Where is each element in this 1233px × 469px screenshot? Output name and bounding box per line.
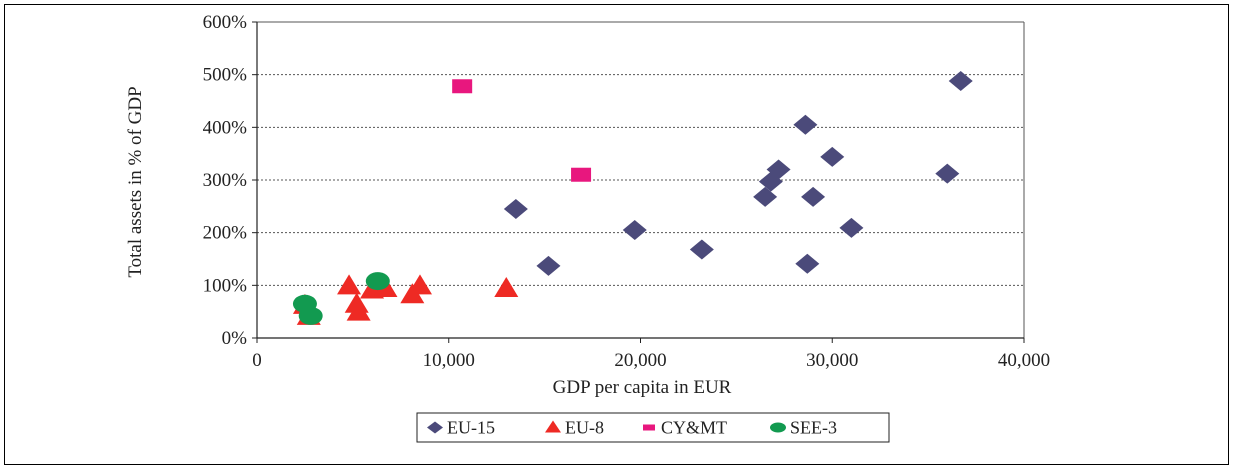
y-tick-label: 100% xyxy=(203,275,248,296)
point-eu-15 xyxy=(801,186,826,207)
point-eu-15 xyxy=(793,114,818,135)
point-eu-8 xyxy=(407,274,432,295)
point-cy-mt xyxy=(452,79,473,94)
point-eu-15 xyxy=(820,146,845,167)
point-cy-mt xyxy=(571,167,592,182)
x-tick-label: 0 xyxy=(252,350,262,371)
legend-label-see-3: SEE-3 xyxy=(790,418,837,438)
point-eu-15 xyxy=(503,198,528,219)
y-tick-label: 400% xyxy=(203,117,248,138)
x-tick-label: 40,000 xyxy=(998,350,1050,371)
legend-marker-see-3 xyxy=(770,422,786,433)
point-eu-15 xyxy=(948,70,973,91)
data-points xyxy=(292,70,973,325)
point-eu-15 xyxy=(766,159,791,180)
legend-label-eu-8: EU-8 xyxy=(565,418,604,438)
point-eu-8 xyxy=(346,300,371,321)
y-tick-label: 300% xyxy=(203,170,248,191)
point-eu-15 xyxy=(839,217,864,238)
y-tick-label: 0% xyxy=(222,328,248,349)
point-see-3 xyxy=(298,306,323,325)
tick-labels: 0% 100% 200% 300% 400% 500% 600% 0 10,000 20,000 3… xyxy=(203,12,1050,371)
x-tick-label: 30,000 xyxy=(806,350,858,371)
x-axis-title: GDP per capita in EUR xyxy=(553,377,732,398)
x-tick-label: 10,000 xyxy=(423,350,475,371)
legend-label-eu-15: EU-15 xyxy=(447,418,495,438)
x-tick-label: 20,000 xyxy=(614,350,666,371)
y-axis-title: Total assets in % of GDP xyxy=(125,86,146,277)
y-tick-label: 600% xyxy=(203,12,248,33)
figure-frame xyxy=(4,4,1229,465)
point-see-3 xyxy=(365,272,390,291)
point-eu-15 xyxy=(536,255,561,276)
legend-label-cy-mt: CY&MT xyxy=(661,418,727,438)
point-eu-15 xyxy=(935,163,960,184)
point-eu-15 xyxy=(622,220,647,241)
legend-marker-cy-mt xyxy=(643,424,655,431)
point-eu-8 xyxy=(494,276,519,297)
grid-lines xyxy=(257,21,1024,286)
axes xyxy=(252,21,1025,343)
legend-marker-eu-15 xyxy=(427,421,443,434)
point-eu-15 xyxy=(689,239,714,260)
point-eu-15 xyxy=(795,253,820,274)
y-tick-label: 200% xyxy=(203,223,248,244)
y-tick-label: 500% xyxy=(203,65,248,86)
legend: EU-15 EU-8 CY&MT SEE-3 xyxy=(416,412,890,443)
point-eu-15 xyxy=(753,186,778,207)
point-eu-8 xyxy=(337,274,362,295)
legend-marker-eu-8 xyxy=(545,420,561,433)
